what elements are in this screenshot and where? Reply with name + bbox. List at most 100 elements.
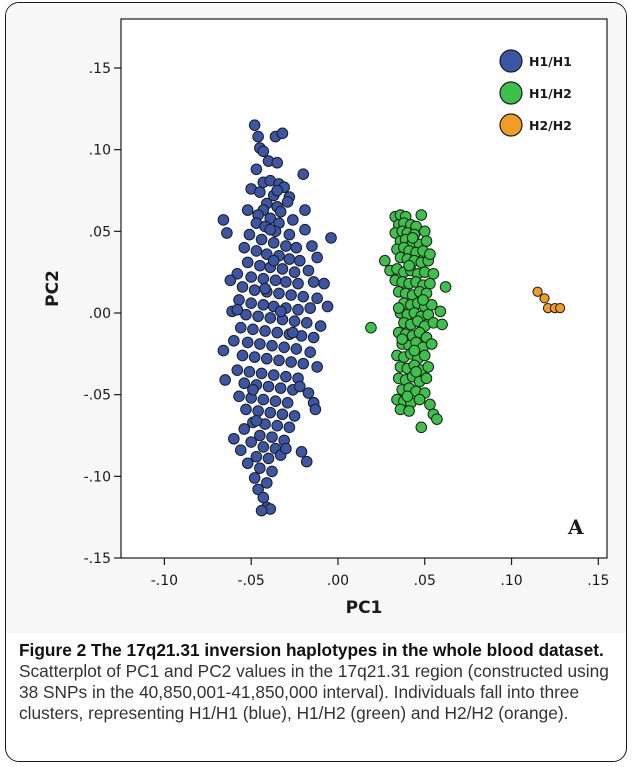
point-h1-h1 xyxy=(280,442,292,455)
caption-body: Scatterplot of PC1 and PC2 values in the… xyxy=(19,661,609,724)
point-h1-h1 xyxy=(297,290,310,303)
point-h1-h2 xyxy=(410,366,422,378)
point-h1-h1 xyxy=(314,320,327,332)
point-h1-h1 xyxy=(304,346,316,359)
legend-marker xyxy=(499,113,523,137)
point-h1-h1 xyxy=(260,477,273,489)
point-h1-h1 xyxy=(233,294,245,306)
point-h1-h1 xyxy=(245,297,257,310)
point-h1-h2 xyxy=(403,259,415,272)
point-h1-h1 xyxy=(287,214,299,226)
point-h1-h1 xyxy=(295,446,308,458)
point-h1-h2 xyxy=(401,390,414,403)
point-h1-h1 xyxy=(297,357,310,370)
point-h1-h1 xyxy=(259,282,271,295)
x-axis-ticks: -.10 -.05 .00 .05 .10 .15 xyxy=(151,558,609,589)
point-h1-h1 xyxy=(309,403,322,416)
point-h2-h2 xyxy=(532,286,543,297)
point-h1-h1 xyxy=(307,331,320,344)
point-h1-h1 xyxy=(285,289,297,301)
y-axis-ticks: .15 .10 .05 .00 -.05 -.10 -.15 xyxy=(84,61,121,567)
point-h1-h1 xyxy=(254,338,266,350)
figure-frame: .15 .10 .05 .00 -.05 -.10 -.15 -.10 -.05 .00 .05.… xyxy=(5,2,627,762)
point-h1-h1 xyxy=(241,204,254,216)
point-h1-h1 xyxy=(269,274,282,287)
point-h1-h1 xyxy=(238,377,251,390)
point-h1-h1 xyxy=(264,406,277,419)
point-h1-h1 xyxy=(280,240,292,252)
point-h1-h1 xyxy=(254,259,266,272)
point-h1-h1 xyxy=(259,325,271,337)
data-points xyxy=(217,119,566,517)
point-h1-h1 xyxy=(311,292,323,305)
point-h1-h1 xyxy=(241,336,254,349)
point-h1-h1 xyxy=(236,349,249,362)
point-h1-h1 xyxy=(257,145,270,158)
point-h1-h1 xyxy=(217,214,230,226)
point-h1-h1 xyxy=(257,299,270,311)
point-h1-h1 xyxy=(231,364,244,376)
point-h1-h1 xyxy=(267,236,280,249)
point-h1-h1 xyxy=(245,436,257,448)
point-h1-h1 xyxy=(228,432,240,445)
plot-border xyxy=(120,18,608,559)
point-h1-h2 xyxy=(424,277,436,290)
x-tick-label: -.10 xyxy=(151,573,178,589)
point-h1-h1 xyxy=(254,429,266,442)
point-h1-h1 xyxy=(250,245,263,257)
point-h1-h1 xyxy=(257,393,270,406)
point-h1-h1 xyxy=(254,462,266,474)
point-h1-h2 xyxy=(420,235,433,247)
point-h1-h2 xyxy=(408,344,421,357)
point-h1-h1 xyxy=(271,326,284,339)
point-h1-h1 xyxy=(292,277,304,290)
x-tick-label: .05 xyxy=(414,573,436,589)
point-h1-h1 xyxy=(306,240,318,252)
point-h1-h2 xyxy=(415,209,428,221)
point-h1-h1 xyxy=(224,274,237,287)
point-h1-h1 xyxy=(311,361,323,373)
point-h1-h1 xyxy=(283,253,296,265)
point-h1-h1 xyxy=(255,367,268,380)
point-h1-h1 xyxy=(271,184,284,197)
point-h1-h1 xyxy=(304,302,316,314)
point-h1-h1 xyxy=(273,354,285,367)
point-h1-h1 xyxy=(266,431,278,443)
point-h1-h1 xyxy=(257,272,270,285)
point-h1-h1 xyxy=(248,472,261,484)
point-h1-h1 xyxy=(293,254,306,267)
point-h1-h1 xyxy=(241,256,254,269)
point-h1-h1 xyxy=(248,351,261,363)
point-h1-h1 xyxy=(273,287,285,300)
point-h1-h1 xyxy=(245,271,257,283)
point-h1-h1 xyxy=(264,212,277,225)
point-h1-h1 xyxy=(276,263,289,275)
point-h1-h1 xyxy=(252,130,264,143)
point-h1-h1 xyxy=(281,397,294,409)
point-h1-h1 xyxy=(276,127,289,140)
point-h1-h2 xyxy=(424,398,436,411)
point-h2-h2 xyxy=(555,303,566,314)
point-h1-h1 xyxy=(221,227,233,239)
point-h1-h1 xyxy=(274,205,287,218)
point-h1-h1 xyxy=(274,305,287,318)
point-h1-h1 xyxy=(238,241,251,254)
point-h1-h1 xyxy=(254,186,266,198)
point-h1-h1 xyxy=(281,196,294,208)
x-tick-label: .10 xyxy=(500,573,522,589)
point-h1-h1 xyxy=(234,444,247,457)
point-h1-h2 xyxy=(434,305,447,318)
point-h1-h2 xyxy=(436,318,448,331)
point-h1-h2 xyxy=(403,405,415,417)
point-h1-h2 xyxy=(418,349,431,362)
legend-label: H2/H2 xyxy=(529,118,572,133)
figure-caption: Figure 2 The 17q21.31 inversion haplotyp… xyxy=(19,640,619,724)
point-h1-h1 xyxy=(278,341,290,354)
point-h1-h1 xyxy=(248,119,261,131)
point-h1-h1 xyxy=(257,441,270,453)
point-h1-h1 xyxy=(252,405,264,417)
point-h1-h1 xyxy=(307,276,320,288)
point-h1-h1 xyxy=(300,455,313,468)
point-h1-h2 xyxy=(417,294,429,306)
point-h1-h1 xyxy=(297,168,310,180)
